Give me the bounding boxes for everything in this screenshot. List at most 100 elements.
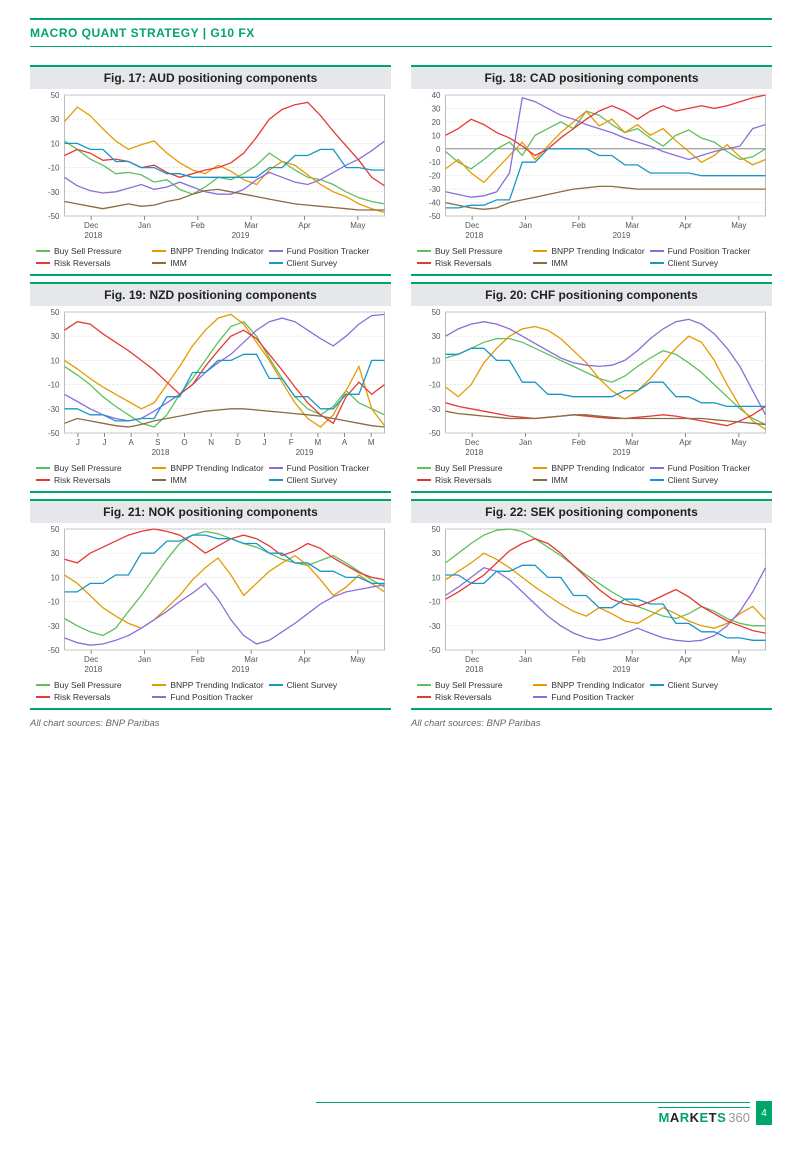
legend-label: Client Survey [668, 258, 719, 268]
svg-text:Feb: Feb [572, 655, 586, 664]
legend-label: BNPP Trending Indicator [551, 680, 644, 690]
svg-text:2018: 2018 [84, 231, 102, 240]
svg-text:2019: 2019 [296, 448, 314, 457]
svg-text:-10: -10 [429, 158, 441, 167]
svg-text:2018: 2018 [465, 665, 483, 674]
legend-item: BNPP Trending Indicator [152, 463, 268, 473]
legend-swatch [269, 479, 283, 481]
legend-item: Fund Position Tracker [650, 463, 766, 473]
legend-item: IMM [152, 258, 268, 268]
svg-text:-30: -30 [429, 622, 441, 631]
legend-swatch [650, 479, 664, 481]
legend-item: Client Survey [650, 680, 766, 690]
svg-text:O: O [181, 438, 187, 447]
svg-text:Dec: Dec [465, 221, 479, 230]
svg-text:50: 50 [432, 525, 441, 534]
svg-text:-30: -30 [48, 405, 60, 414]
series-c2 [65, 556, 385, 629]
svg-text:-50: -50 [48, 429, 60, 438]
page-footer: MARKETS 360 4 [658, 1101, 772, 1125]
legend-label: Buy Sell Pressure [54, 246, 122, 256]
legend-label: Buy Sell Pressure [435, 680, 503, 690]
legend-swatch [650, 684, 664, 686]
legend-label: Fund Position Tracker [170, 692, 253, 702]
legend-item: Risk Reversals [417, 258, 533, 268]
svg-text:Apr: Apr [298, 221, 311, 230]
legend-swatch [650, 467, 664, 469]
legend-item: Buy Sell Pressure [36, 680, 152, 690]
legend-swatch [36, 250, 50, 252]
legend-item: Buy Sell Pressure [417, 680, 533, 690]
svg-text:M: M [314, 438, 321, 447]
svg-text:30: 30 [51, 115, 60, 124]
legend-item: IMM [533, 475, 649, 485]
legend-swatch [152, 262, 166, 264]
legend-label: Fund Position Tracker [287, 246, 370, 256]
legend-swatch [417, 250, 431, 252]
svg-text:-30: -30 [429, 185, 441, 194]
series-c6 [446, 348, 766, 406]
svg-text:2019: 2019 [613, 231, 631, 240]
legend-label: BNPP Trending Indicator [170, 680, 263, 690]
chart-fig21: Fig. 21: NOK positioning components-50-3… [30, 499, 391, 710]
legend-item: Risk Reversals [36, 475, 152, 485]
svg-text:Dec: Dec [84, 221, 98, 230]
legend-item: IMM [533, 258, 649, 268]
legend-swatch [36, 696, 50, 698]
legend-item: Client Survey [269, 475, 385, 485]
series-c2 [446, 553, 766, 628]
legend-label: Fund Position Tracker [668, 246, 751, 256]
legend-swatch [533, 684, 547, 686]
legend-swatch [533, 467, 547, 469]
series-c3 [446, 98, 766, 198]
legend-item: Fund Position Tracker [152, 692, 268, 702]
legend-label: Client Survey [287, 475, 338, 485]
legend-label: Risk Reversals [435, 258, 492, 268]
svg-text:S: S [155, 438, 160, 447]
svg-text:2018: 2018 [465, 448, 483, 457]
legend-label: IMM [551, 258, 568, 268]
legend-item: Client Survey [650, 475, 766, 485]
svg-text:Jan: Jan [519, 221, 532, 230]
legend-item: Client Survey [269, 680, 385, 690]
legend-label: Client Survey [287, 258, 338, 268]
chart-fig18: Fig. 18: CAD positioning components-50-4… [411, 65, 772, 276]
svg-text:Apr: Apr [679, 655, 692, 664]
legend-swatch [36, 467, 50, 469]
svg-text:Feb: Feb [191, 221, 205, 230]
svg-text:10: 10 [432, 356, 441, 365]
svg-text:2018: 2018 [465, 231, 483, 240]
legend-item: BNPP Trending Indicator [533, 463, 649, 473]
legend-swatch [417, 684, 431, 686]
legend-item: BNPP Trending Indicator [533, 246, 649, 256]
legend-label: IMM [170, 475, 187, 485]
legend-swatch [152, 696, 166, 698]
svg-text:May: May [731, 221, 746, 230]
series-c6 [65, 354, 385, 421]
legend-item: Buy Sell Pressure [417, 246, 533, 256]
svg-text:A: A [128, 438, 134, 447]
legend: Buy Sell PressureBNPP Trending Indicator… [411, 244, 772, 276]
svg-text:A: A [342, 438, 348, 447]
legend-label: BNPP Trending Indicator [551, 463, 644, 473]
svg-text:-50: -50 [429, 212, 441, 221]
footer-markets-label: MARKETS [658, 1110, 726, 1125]
svg-text:10: 10 [51, 139, 60, 148]
footer-360-label: 360 [728, 1110, 750, 1125]
svg-text:May: May [350, 221, 365, 230]
legend-item: Fund Position Tracker [269, 463, 385, 473]
svg-text:D: D [235, 438, 241, 447]
legend-item: Buy Sell Pressure [417, 463, 533, 473]
legend-item: BNPP Trending Indicator [152, 680, 268, 690]
source-note-left: All chart sources: BNP Paribas [30, 718, 391, 729]
chart-plot: -50-30-10103050DecJanFebMarAprMay2018201… [411, 306, 772, 461]
svg-text:F: F [289, 438, 294, 447]
legend: Buy Sell PressureBNPP Trending Indicator… [30, 244, 391, 276]
chart-title: Fig. 19: NZD positioning components [30, 282, 391, 306]
svg-text:-50: -50 [429, 429, 441, 438]
svg-text:10: 10 [432, 573, 441, 582]
svg-text:50: 50 [51, 308, 60, 317]
series-c6 [446, 565, 766, 640]
legend-swatch [417, 479, 431, 481]
svg-text:J: J [263, 438, 267, 447]
